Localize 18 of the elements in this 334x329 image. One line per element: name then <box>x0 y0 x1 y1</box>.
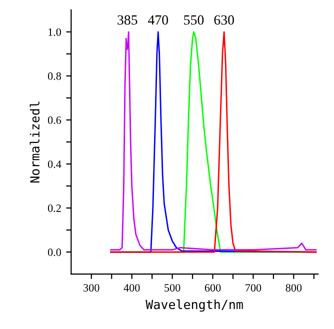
x-tick-label: 300 <box>84 284 100 292</box>
y-tick-label: 0.4 <box>48 160 62 168</box>
annotation: 550 <box>184 15 204 25</box>
x-tick-label: 800 <box>286 284 302 292</box>
y-tick-label: 0.6 <box>48 116 62 124</box>
annotation: 630 <box>214 15 234 25</box>
y-axis-title: Normalizedl <box>30 102 40 183</box>
y-tick-label: 0.2 <box>48 204 61 212</box>
x-tick-label: 400 <box>124 284 140 292</box>
x-tick-label: 600 <box>204 284 221 292</box>
x-axis-title: Wavelength/nm <box>146 299 243 312</box>
annotation: 470 <box>148 15 168 25</box>
x-tick-label: 700 <box>246 284 262 292</box>
y-tick-label: 0.8 <box>48 72 61 80</box>
y-tick-label: 1.0 <box>48 28 61 36</box>
annotation: 385 <box>118 15 138 25</box>
y-tick-label: 0.0 <box>48 248 61 256</box>
x-tick-label: 500 <box>164 284 180 292</box>
